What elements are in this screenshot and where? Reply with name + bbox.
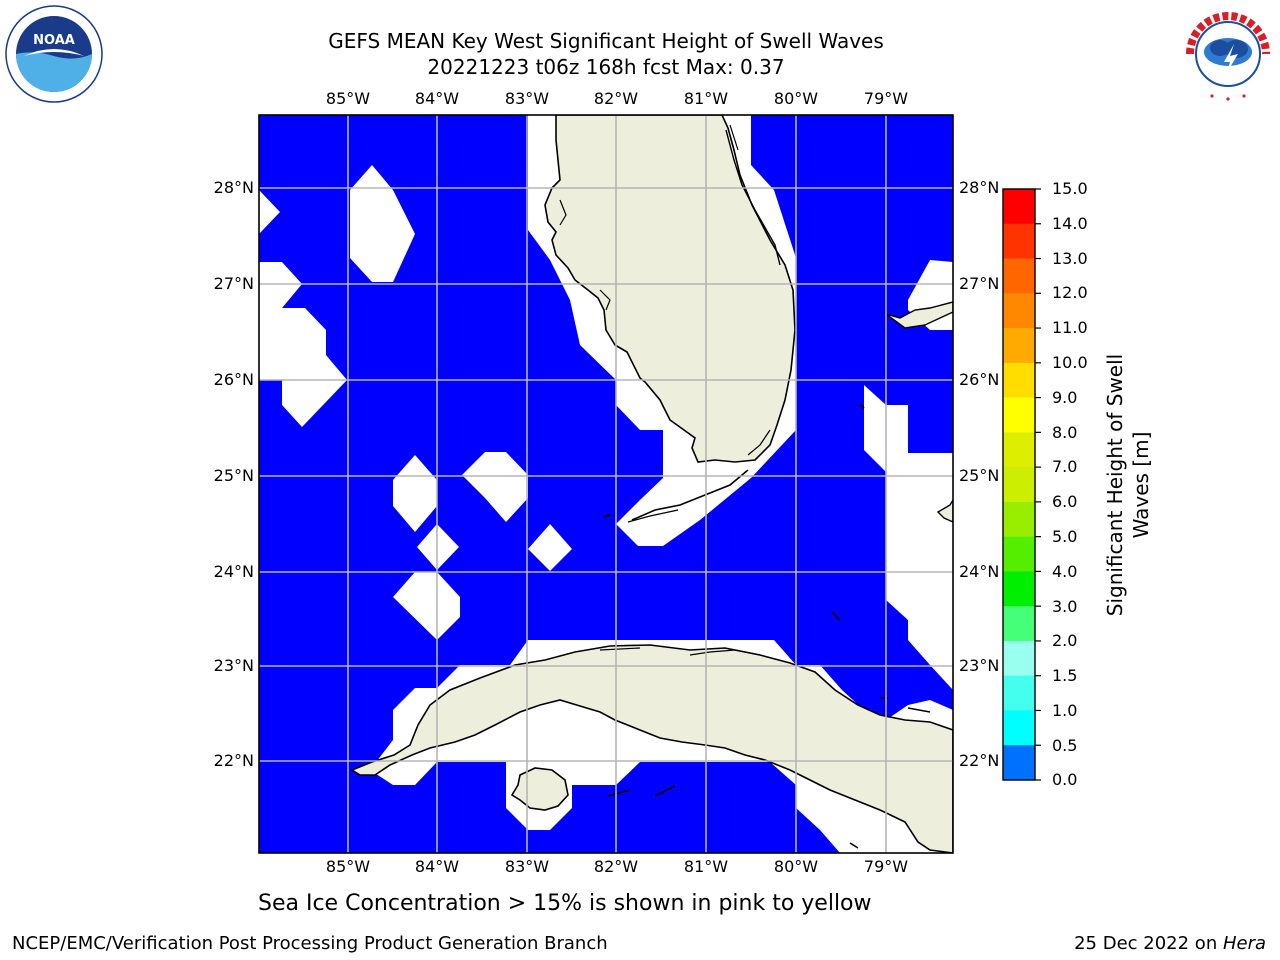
lon-label-top: 81°W <box>683 89 729 108</box>
lat-label-left: 23°N <box>213 656 254 675</box>
colorbar-tick-label: 1.5 <box>1052 666 1078 686</box>
colorbar-tick-label: 13.0 <box>1052 248 1088 268</box>
graticule <box>259 115 953 853</box>
lon-label-top: 83°W <box>504 89 550 108</box>
lon-label-top: 79°W <box>863 89 909 108</box>
lat-label-right: 28°N <box>959 178 1000 197</box>
lon-label-bottom: 85°W <box>325 857 371 876</box>
colorbar-tick-label: 0.5 <box>1052 735 1078 755</box>
colorbar-tick-label: 0.0 <box>1052 770 1078 789</box>
lon-label-bottom: 84°W <box>414 857 460 876</box>
land-isla-juventud <box>510 767 569 811</box>
plot-subtitle: 20221223 t06z 168h fcst Max: 0.37 <box>427 55 785 79</box>
colorbar-cell <box>1003 467 1035 503</box>
colorbar-tick-label: 15.0 <box>1052 179 1088 198</box>
lat-label-right: 24°N <box>959 562 1000 581</box>
lat-label-left: 25°N <box>213 466 254 485</box>
colorbar-cell <box>1003 710 1035 746</box>
colorbar-tick-marks <box>1035 188 1041 781</box>
colorbar-cell <box>1003 571 1035 607</box>
colorbar-tick-label: 14.0 <box>1052 213 1088 233</box>
lat-label-right: 25°N <box>959 466 1000 485</box>
colorbar-tick-label: 1.0 <box>1052 701 1078 720</box>
lon-label-bottom: 80°W <box>773 857 819 876</box>
footer-credit: NCEP/EMC/Verification Post Processing Pr… <box>12 933 608 954</box>
lat-label-right: 22°N <box>959 751 1000 770</box>
lon-label-top: 80°W <box>773 89 819 108</box>
colorbar-cell <box>1003 293 1035 329</box>
lat-label-left: 27°N <box>213 274 254 293</box>
footer-date: 25 Dec 2022 on Hera <box>1074 933 1266 955</box>
colorbar-cell <box>1003 223 1035 260</box>
colorbar-cell <box>1003 606 1035 642</box>
colorbar-cell <box>1003 328 1035 364</box>
noaa-logo: NOAA <box>5 5 103 103</box>
lat-label-right: 26°N <box>959 370 1000 389</box>
colorbar <box>1003 189 1035 781</box>
lon-label-bottom: 82°W <box>593 857 639 876</box>
lat-label-left: 28°N <box>213 178 254 197</box>
colorbar-title: Significant Height of Swell Waves [m] <box>1103 353 1153 617</box>
sea-ice-caption: Sea Ice Concentration > 15% is shown in … <box>258 891 872 916</box>
colorbar-tick-label: 10.0 <box>1052 353 1088 372</box>
colorbar-cell <box>1003 640 1035 677</box>
nws-logo <box>1181 7 1275 101</box>
lat-label-left: 26°N <box>213 370 254 389</box>
colorbar-tick-label: 12.0 <box>1052 283 1088 303</box>
lat-label-left: 22°N <box>213 751 254 770</box>
colorbar-cell <box>1003 258 1035 294</box>
colorbar-cell <box>1003 397 1035 433</box>
colorbar-tick-label: 7.0 <box>1052 457 1078 477</box>
lat-label-left: 24°N <box>213 562 254 581</box>
lon-label-top: 84°W <box>414 89 460 108</box>
colorbar-tick-label: 5.0 <box>1052 527 1078 546</box>
map-frame <box>258 114 954 854</box>
land-cuba <box>350 644 953 853</box>
colorbar-cell <box>1003 362 1035 399</box>
colorbar-cell <box>1003 536 1035 572</box>
lon-label-bottom: 83°W <box>504 857 550 876</box>
svg-text:NOAA: NOAA <box>33 33 75 48</box>
colorbar-tick-label: 9.0 <box>1052 387 1078 407</box>
lon-label-top: 82°W <box>593 89 639 108</box>
colorbar-tick-label: 4.0 <box>1052 561 1078 581</box>
lon-label-top: 85°W <box>325 89 371 108</box>
colorbar-tick-label: 3.0 <box>1052 596 1078 616</box>
land-florida <box>544 115 796 463</box>
colorbar-cell <box>1003 501 1035 538</box>
colorbar-cell <box>1003 675 1035 711</box>
lon-label-bottom: 79°W <box>863 857 909 876</box>
colorbar-cell <box>1003 745 1035 781</box>
colorbar-frame <box>1002 188 1036 781</box>
footer-host: Hera <box>1222 933 1266 954</box>
colorbar-tick-label: 8.0 <box>1052 422 1078 442</box>
colorbar-cell <box>1003 432 1035 468</box>
footer-date-text: 25 Dec 2022 on <box>1074 933 1223 954</box>
colorbar-tick-label: 2.0 <box>1052 631 1078 651</box>
lat-label-right: 27°N <box>959 274 1000 293</box>
plot-title: GEFS MEAN Key West Significant Height of… <box>328 29 884 53</box>
colorbar-cell <box>1003 189 1035 225</box>
colorbar-tick-label: 6.0 <box>1052 492 1078 512</box>
colorbar-tick-label: 11.0 <box>1052 318 1088 338</box>
lon-label-bottom: 81°W <box>683 857 729 876</box>
lat-label-right: 23°N <box>959 656 1000 675</box>
